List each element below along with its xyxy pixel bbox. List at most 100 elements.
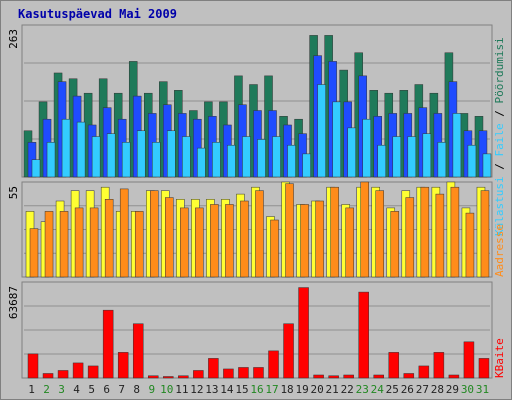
bar-aadresse-22 <box>345 207 354 278</box>
legend-item-pöördumisi: Pöördumisi <box>493 37 506 103</box>
bar-lehekülgi-20 <box>317 84 326 178</box>
bar-kbaite-9 <box>148 375 159 379</box>
bar-aadresse-3 <box>59 211 69 278</box>
bar-aadresse-7 <box>119 188 129 278</box>
legend-group: Külastusi / Faile / Pöördumisi <box>493 37 506 236</box>
bar-kbaite-24 <box>373 374 384 379</box>
x-tick-label: 25 <box>386 383 399 396</box>
chart-panels: 263 55 63687 <box>7 24 493 379</box>
bar-lehekülgi-1 <box>31 159 41 178</box>
bar-lehekülgi-5 <box>91 136 101 178</box>
chart-panel-2: 55 <box>7 181 493 278</box>
bar-aadresse-4 <box>74 207 84 278</box>
bar-kbaite-1 <box>27 353 39 379</box>
bar-aadresse-27 <box>420 186 430 278</box>
bar-kbaite-30 <box>463 341 475 379</box>
bar-aadresse-14 <box>225 204 234 278</box>
x-tick-label: 21 <box>326 383 339 396</box>
bar-aadresse-2 <box>44 211 54 278</box>
bar-aadresse-16 <box>255 190 264 278</box>
bar-kbaite-11 <box>178 375 189 379</box>
bar-aadresse-15 <box>240 200 249 278</box>
bar-aadresse-19 <box>300 204 309 278</box>
bar-aadresse-10 <box>165 197 174 278</box>
x-tick-label: 16 <box>250 383 263 396</box>
chart-panel-1: 263 <box>7 24 493 178</box>
bar-aadresse-26 <box>405 197 415 278</box>
x-tick-label: 20 <box>311 383 324 396</box>
x-tick-label: 8 <box>133 383 140 396</box>
bar-lehekülgi-18 <box>287 144 296 178</box>
x-tick-label: 9 <box>148 383 155 396</box>
x-tick-label: 26 <box>401 383 414 396</box>
x-tick-label: 23 <box>356 383 369 396</box>
legend-item-külastusi: Külastusi <box>493 176 506 236</box>
bar-kbaite-3 <box>57 370 69 379</box>
bar-lehekülgi-25 <box>392 136 402 178</box>
legend-group: KBaite <box>493 338 506 378</box>
bar-lehekülgi-26 <box>407 136 417 178</box>
legend-group: Aadresse <box>493 224 506 277</box>
y-tick-label: 63687 <box>7 286 20 319</box>
bar-kbaite-17 <box>268 350 279 379</box>
bar-aadresse-24 <box>375 190 384 278</box>
bar-kbaite-26 <box>403 373 415 379</box>
x-tick-label: 28 <box>431 383 444 396</box>
bar-kbaite-10 <box>163 376 174 379</box>
bar-lehekülgi-30 <box>467 144 477 178</box>
x-tick-label: 18 <box>280 383 293 396</box>
bar-kbaite-15 <box>238 367 249 379</box>
x-tick-label: 22 <box>341 383 354 396</box>
bar-kbaite-20 <box>313 374 324 379</box>
bar-lehekülgi-13 <box>212 142 221 178</box>
x-tick-label: 1 <box>28 383 35 396</box>
bar-kbaite-16 <box>253 367 264 379</box>
bar-aadresse-31 <box>480 190 490 278</box>
bar-lehekülgi-4 <box>76 121 86 178</box>
bar-lehekülgi-21 <box>332 101 341 178</box>
bar-kbaite-7 <box>117 352 129 379</box>
bar-kbaite-13 <box>208 358 219 379</box>
bar-lehekülgi-2 <box>46 142 56 178</box>
chart-title: Kasutuspäevad Mai 2009 <box>18 7 177 21</box>
bar-lehekülgi-22 <box>347 127 356 178</box>
chart-panel-3: 63687 <box>7 281 493 379</box>
bar-lehekülgi-7 <box>121 142 131 178</box>
x-tick-label: 4 <box>73 383 80 396</box>
x-tick-label: 14 <box>220 383 234 396</box>
bar-aadresse-8 <box>134 211 144 278</box>
x-tick-label: 10 <box>160 383 173 396</box>
bar-aadresse-17 <box>270 219 279 278</box>
bar-lehekülgi-31 <box>482 153 492 178</box>
x-tick-label: 15 <box>235 383 248 396</box>
bar-lehekülgi-19 <box>302 153 311 178</box>
legend-item-aadresse: Aadresse <box>493 224 506 277</box>
bar-lehekülgi-3 <box>61 118 71 178</box>
x-tick-label: 12 <box>190 383 203 396</box>
x-tick-label: 7 <box>118 383 125 396</box>
bar-kbaite-23 <box>358 291 369 379</box>
x-tick-label: 30 <box>461 383 474 396</box>
bar-lehekülgi-9 <box>152 142 161 178</box>
bar-aadresse-13 <box>210 204 219 278</box>
bar-aadresse-1 <box>29 228 39 278</box>
bar-aadresse-9 <box>150 190 159 278</box>
bar-kbaite-5 <box>87 365 99 379</box>
x-tick-label: 29 <box>446 383 459 396</box>
x-tick-label: 27 <box>416 383 429 396</box>
x-axis-labels: 1 2 3 4 5 6 7 8 9 10 11 12 13 14 15 16 17 18 19 20 21 22 23 24 2… <box>28 383 489 396</box>
bar-lehekülgi-12 <box>197 147 206 178</box>
bar-aadresse-30 <box>465 212 475 278</box>
bar-lehekülgi-15 <box>242 136 251 178</box>
bar-kbaite-25 <box>388 352 400 379</box>
bar-kbaite-14 <box>223 368 234 379</box>
legend-separator: / <box>493 157 506 177</box>
x-tick-label: 11 <box>175 383 188 396</box>
bar-kbaite-2 <box>42 373 54 379</box>
y-tick-label: 263 <box>7 29 20 49</box>
bar-aadresse-29 <box>450 186 460 278</box>
bar-kbaite-12 <box>193 370 204 379</box>
bar-kbaite-29 <box>448 374 460 379</box>
